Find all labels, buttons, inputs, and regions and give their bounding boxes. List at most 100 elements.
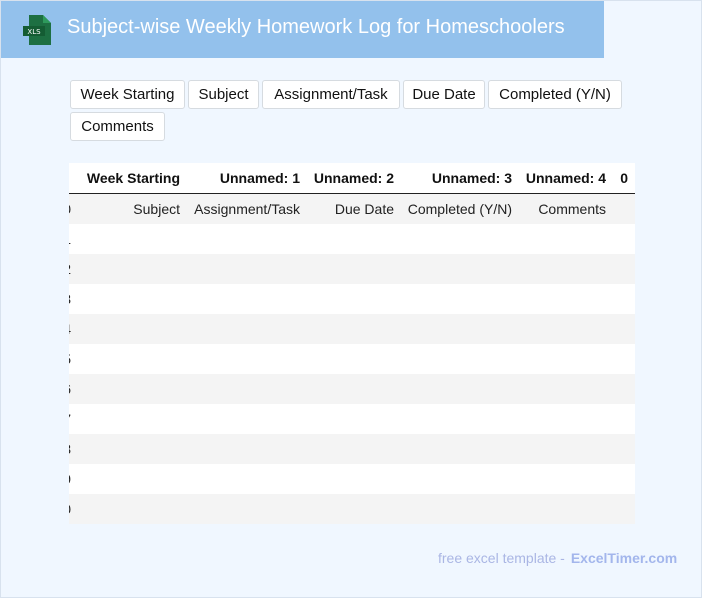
table-cell — [398, 344, 512, 374]
table-cell — [304, 374, 394, 404]
table-cell: 0 — [620, 170, 628, 186]
page-title: Subject-wise Weekly Homework Log for Hom… — [67, 16, 565, 38]
table-cell — [516, 404, 606, 434]
table-row: 7 — [69, 404, 635, 434]
row-index-cell: 1 — [69, 224, 71, 254]
footer-text: free excel template - — [438, 550, 565, 566]
table-cell — [398, 464, 512, 494]
table-row: 3 — [69, 284, 635, 314]
table-cell — [610, 254, 628, 284]
table-cell: Due Date — [334, 201, 394, 217]
table-cell — [73, 254, 180, 284]
table-cell — [304, 314, 394, 344]
row-index-cell: 4 — [69, 314, 71, 344]
table-cell — [610, 344, 628, 374]
table-cell — [610, 194, 628, 224]
table-cell — [398, 224, 512, 254]
table-cell — [73, 464, 180, 494]
table-cell: Completed (Y/N) — [407, 201, 512, 217]
table-cell — [184, 254, 300, 284]
row-index-cell: 6 — [69, 374, 71, 404]
table-cell — [184, 464, 300, 494]
table-cell — [73, 314, 180, 344]
table-row: 1 — [69, 224, 635, 254]
table-row: 4 — [69, 314, 635, 344]
table-cell — [184, 374, 300, 404]
table-cell — [304, 344, 394, 374]
table-cell — [516, 344, 606, 374]
table-cell — [610, 374, 628, 404]
table-cell — [304, 224, 394, 254]
table-cell — [184, 494, 300, 524]
column-button-assignment[interactable]: Assignment/Task — [262, 80, 400, 109]
column-button-completed[interactable]: Completed (Y/N) — [488, 80, 622, 109]
table-cell — [304, 464, 394, 494]
table-cell — [610, 314, 628, 344]
table-cell — [398, 314, 512, 344]
table-cell — [398, 494, 512, 524]
table-cell — [73, 494, 180, 524]
table-cell — [73, 404, 180, 434]
footer-brand-link[interactable]: ExcelTimer.com — [570, 550, 678, 566]
table-row: 0 Subject Assignment/Task Due Date Completed… — [69, 194, 635, 224]
svg-text:XLS: XLS — [27, 28, 41, 36]
table-cell — [516, 374, 606, 404]
table-cell — [516, 464, 606, 494]
row-index-cell: 5 — [69, 344, 71, 374]
table-cell — [73, 224, 180, 254]
data-table: Week Starting Unnamed: 1 Unnamed: 2 Unnamed… — [69, 163, 635, 524]
table-cell — [304, 434, 394, 464]
footer: free excel template - ExcelTimer.com — [438, 550, 677, 566]
table-row: 10 — [69, 494, 635, 524]
column-button-subject[interactable]: Subject — [188, 80, 259, 109]
table-cell — [516, 224, 606, 254]
table-row: 6 — [69, 374, 635, 404]
table-cell — [398, 434, 512, 464]
table-row: 5 — [69, 344, 635, 374]
xls-file-icon: XLS — [23, 15, 51, 45]
table-cell — [516, 494, 606, 524]
row-index-cell — [69, 163, 71, 193]
column-button-comments[interactable]: Comments — [70, 112, 165, 141]
table-cell: Unnamed: 3 — [431, 170, 512, 186]
table-cell — [73, 284, 180, 314]
table-cell — [304, 284, 394, 314]
table-cell — [398, 284, 512, 314]
table-cell — [610, 404, 628, 434]
table-cell — [516, 434, 606, 464]
table-cell — [184, 434, 300, 464]
table-cell: Assignment/Task — [194, 201, 300, 217]
row-index-cell: 2 — [69, 254, 71, 284]
table-row: 2 — [69, 254, 635, 284]
table-cell — [184, 404, 300, 434]
table-cell — [184, 314, 300, 344]
row-index-cell: 3 — [69, 284, 71, 314]
column-button-week-starting[interactable]: Week Starting — [70, 80, 185, 109]
row-index-cell: 8 — [69, 434, 71, 464]
table-cell: Subject — [133, 201, 180, 217]
table-cell: Unnamed: 4 — [525, 170, 606, 186]
column-button-due-date[interactable]: Due Date — [403, 80, 485, 109]
table-cell — [516, 314, 606, 344]
table-cell — [73, 434, 180, 464]
table-cell — [610, 224, 628, 254]
table-cell — [516, 254, 606, 284]
table-cell — [398, 374, 512, 404]
table-cell: Comments — [538, 201, 606, 217]
header-bar: XLS Subject-wise Weekly Homework Log for… — [1, 1, 604, 58]
table-cell — [610, 284, 628, 314]
table-cell — [304, 404, 394, 434]
table-cell — [610, 464, 628, 494]
table-cell — [184, 344, 300, 374]
table-row: 8 — [69, 434, 635, 464]
table-cell — [73, 344, 180, 374]
table-cell — [516, 284, 606, 314]
table-cell: Week Starting — [86, 170, 180, 186]
table-cell — [398, 404, 512, 434]
table-header-row: Week Starting Unnamed: 1 Unnamed: 2 Unnamed… — [69, 163, 635, 194]
row-index-cell: 7 — [69, 404, 71, 434]
table-cell — [304, 494, 394, 524]
row-index-cell: 0 — [69, 194, 71, 224]
table-cell — [184, 284, 300, 314]
table-cell — [73, 374, 180, 404]
